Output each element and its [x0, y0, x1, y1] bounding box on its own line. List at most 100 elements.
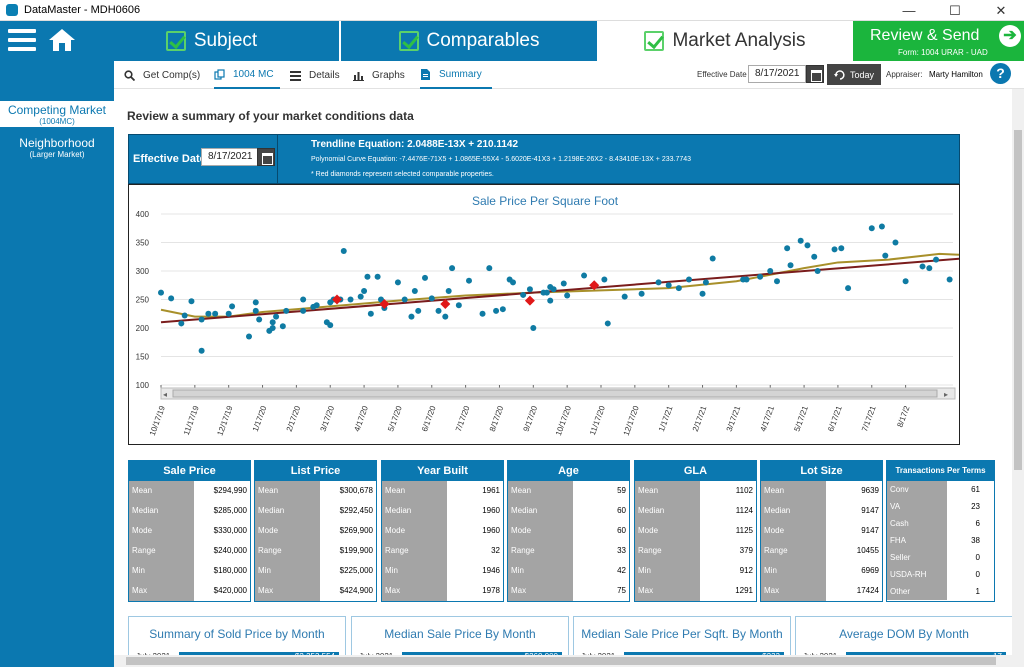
- y-tick-label: 250: [136, 296, 150, 305]
- calendar-icon[interactable]: [806, 65, 824, 83]
- chart-scrollbar[interactable]: ◂ ▸: [160, 387, 956, 400]
- stats-label: Mode: [382, 521, 447, 541]
- data-point: [638, 290, 645, 297]
- x-tick-label: 5/17/20: [386, 404, 404, 433]
- tab-summary[interactable]: Summary: [420, 61, 492, 89]
- data-point: [831, 246, 838, 253]
- home-icon[interactable]: [48, 27, 76, 53]
- data-point: [486, 265, 493, 272]
- tab-market-analysis[interactable]: Market Analysis: [598, 21, 852, 61]
- stats-value: $199,900: [339, 546, 373, 555]
- data-point: [466, 277, 472, 284]
- data-point: [229, 303, 236, 310]
- panel-effective-date-field[interactable]: 8/17/2021: [201, 148, 259, 166]
- card-title: Median Sale Price Per Sqft. By Month: [581, 627, 783, 641]
- appraiser-label: Appraiser:: [886, 70, 923, 79]
- stats-label: Max: [255, 581, 320, 601]
- arrow-right-icon: ➔: [999, 25, 1021, 47]
- minimize-button[interactable]: —: [902, 3, 916, 18]
- stats-value: $225,000: [339, 566, 373, 575]
- close-button[interactable]: ✕: [995, 2, 1007, 18]
- y-tick-label: 150: [136, 353, 150, 362]
- data-point: [709, 255, 716, 262]
- scroll-thumb[interactable]: [126, 657, 996, 665]
- stats-value: 42: [617, 566, 626, 575]
- sidebar-item-sublabel: (Larger Market): [29, 150, 85, 159]
- stats-row: FHA 38: [887, 532, 994, 549]
- sidebar-item-neighborhood[interactable]: Neighborhood (Larger Market): [0, 136, 114, 162]
- data-point: [526, 286, 533, 293]
- stats-row: Min $225,000: [255, 561, 376, 581]
- effective-date-field[interactable]: 8/17/2021: [748, 65, 806, 83]
- sidebar-item-competing-market[interactable]: Competing Market (1004MC): [0, 101, 114, 127]
- chart-svg: 100 150 200 250 300 350 400 10/17/19 11/17/19 12…: [136, 210, 959, 437]
- stats-row: Max 1291: [635, 581, 756, 601]
- tab-subject[interactable]: Subject: [84, 21, 340, 61]
- today-button[interactable]: Today: [827, 64, 881, 85]
- stats-label: Median: [635, 501, 700, 521]
- horizontal-scrollbar[interactable]: [114, 655, 1012, 667]
- data-point: [787, 262, 794, 269]
- data-point: [442, 313, 449, 320]
- scroll-right-icon[interactable]: ▸: [944, 390, 948, 399]
- x-tick-label: 10/17/19: [148, 404, 167, 437]
- stats-value: 32: [491, 546, 500, 555]
- stats-value: $300,678: [339, 486, 373, 495]
- data-point: [878, 223, 885, 230]
- stats-row: Other 1: [887, 583, 994, 600]
- review-send-label: Review & Send: [870, 27, 980, 44]
- trendline: [160, 257, 959, 324]
- data-point: [198, 347, 205, 354]
- stats-row: Mode 9147: [761, 521, 882, 541]
- stats-label: Min: [255, 561, 320, 581]
- appraiser-name: Marty Hamilton: [929, 70, 983, 79]
- data-point: [411, 287, 418, 294]
- stats-value: $294,990: [213, 486, 247, 495]
- tab-comparables-label: Comparables: [426, 30, 540, 51]
- maximize-button[interactable]: ☐: [949, 2, 961, 18]
- tab-get-comps[interactable]: Get Comp(s): [124, 61, 200, 89]
- data-point: [675, 285, 682, 292]
- data-point: [564, 292, 571, 299]
- vertical-scrollbar[interactable]: [1012, 89, 1024, 667]
- x-tick-label: 6/17/20: [420, 404, 438, 433]
- data-point: [269, 319, 276, 326]
- stats-label: Mode: [635, 521, 700, 541]
- tab-details[interactable]: Details: [290, 61, 340, 89]
- scroll-thumb[interactable]: [1014, 130, 1022, 470]
- data-point: [946, 276, 953, 283]
- data-point: [212, 310, 219, 317]
- stats-value: $285,000: [213, 506, 247, 515]
- data-point: [699, 290, 706, 297]
- stats-value: 33: [617, 546, 626, 555]
- stats-value: 17424: [856, 586, 879, 595]
- stats-value: 1102: [735, 486, 753, 495]
- card-title: Summary of Sold Price by Month: [149, 627, 325, 641]
- stats-label: Mean: [382, 481, 447, 501]
- menu-icon[interactable]: [8, 29, 36, 53]
- y-tick-label: 200: [136, 324, 150, 333]
- help-icon[interactable]: ?: [990, 63, 1011, 84]
- calendar-icon[interactable]: [257, 148, 275, 166]
- stats-label: Max: [761, 581, 826, 601]
- data-point: [845, 285, 852, 292]
- stats-value: 60: [617, 526, 626, 535]
- data-point: [256, 316, 263, 323]
- review-send-button[interactable]: Review & Send Form: 1004 URAR - UAD ➔: [853, 21, 1024, 61]
- x-tick-label: 7/17/20: [454, 404, 472, 433]
- y-tick-label: 300: [136, 267, 150, 276]
- tab-market-label: Market Analysis: [672, 30, 806, 51]
- y-tick-label: 400: [136, 210, 150, 219]
- stats-label: Range: [129, 541, 194, 561]
- stats-row: Median 1960: [382, 501, 503, 521]
- scroll-left-icon[interactable]: ◂: [163, 390, 167, 399]
- window-title: DataMaster - MDH0606: [24, 4, 141, 16]
- tab-1004mc[interactable]: 1004 MC: [214, 61, 280, 89]
- tab-comparables[interactable]: Comparables: [341, 21, 597, 61]
- data-point: [804, 242, 811, 249]
- stats-title: Transactions Per Terms: [887, 461, 994, 481]
- stats-value: 60: [617, 506, 626, 515]
- stats-label: Mean: [129, 481, 194, 501]
- tab-graphs[interactable]: Graphs: [353, 61, 405, 89]
- data-point: [926, 265, 933, 272]
